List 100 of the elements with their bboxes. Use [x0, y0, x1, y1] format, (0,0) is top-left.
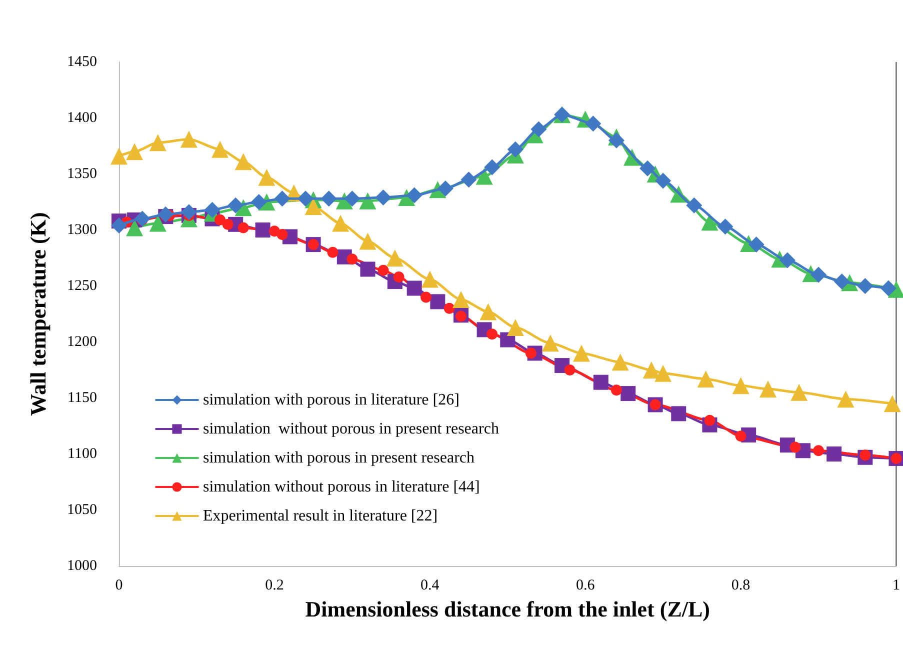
point: [826, 446, 842, 462]
point: [180, 130, 198, 148]
point: [304, 198, 322, 215]
point: [344, 190, 360, 207]
point: [421, 270, 438, 288]
point: [111, 218, 127, 234]
point: [238, 222, 249, 234]
y-tick-label: 1350: [67, 166, 97, 182]
point: [298, 190, 314, 207]
legend-label: simulation with porous in present research: [203, 450, 474, 466]
point: [460, 172, 477, 188]
point: [542, 334, 559, 352]
legend-label: simulation without porous in present research: [203, 420, 499, 438]
point: [610, 384, 622, 396]
point: [452, 290, 470, 308]
point: [360, 262, 376, 277]
point: [697, 370, 714, 388]
x-tick-label: 0.8: [731, 578, 750, 594]
point: [222, 218, 234, 230]
point: [837, 390, 854, 408]
point: [654, 364, 672, 382]
point: [686, 197, 702, 214]
x-tick-label: 0: [115, 578, 123, 594]
point: [406, 280, 422, 296]
point: [671, 406, 686, 422]
point: [375, 190, 392, 206]
y-tick-label: 1100: [68, 446, 97, 462]
point: [476, 168, 493, 185]
y-tick-label: 1400: [67, 110, 97, 126]
point: [386, 250, 404, 266]
point: [126, 219, 144, 236]
point: [620, 386, 636, 402]
point: [585, 116, 602, 132]
point: [332, 214, 350, 232]
x-tick-label: 0.2: [265, 578, 284, 594]
point: [834, 274, 850, 290]
point: [234, 153, 252, 170]
point: [760, 380, 777, 398]
point: [327, 246, 338, 258]
point: [608, 132, 624, 148]
point: [420, 292, 432, 303]
point: [126, 143, 144, 160]
point: [484, 159, 500, 176]
point: [810, 266, 827, 283]
x-tick-label: 1: [892, 578, 900, 594]
point: [204, 202, 220, 218]
point: [149, 134, 166, 152]
legend-label: Experimental result in literature [22]: [203, 508, 438, 524]
y-axis-title: Wall temperature (K): [26, 212, 50, 416]
point: [258, 168, 276, 186]
point: [735, 430, 746, 442]
point: [359, 232, 376, 250]
point: [110, 148, 128, 165]
point: [884, 395, 901, 412]
point: [480, 303, 497, 320]
point: [640, 160, 656, 176]
x-tick-label: 0.6: [576, 578, 596, 594]
point: [276, 228, 288, 240]
point: [507, 141, 524, 158]
point: [779, 252, 796, 268]
point: [149, 214, 166, 232]
point: [346, 254, 358, 265]
point: [486, 328, 498, 340]
point: [593, 374, 608, 390]
y-tick-label: 1450: [67, 54, 97, 70]
point: [406, 187, 422, 204]
y-tick-label: 1250: [67, 278, 97, 294]
y-tick-label: 1050: [67, 502, 97, 518]
point: [813, 445, 824, 456]
y-tick-label: 1000: [67, 558, 97, 574]
x-tick-label: 0.4: [420, 578, 440, 594]
y-tick-label: 1150: [68, 390, 97, 406]
point: [250, 194, 267, 210]
point: [655, 172, 672, 189]
legend-label: simulation with porous in literature [26]: [203, 392, 460, 408]
x-axis-title: Dimensionless distance from the inlet (Z/L): [305, 596, 710, 622]
point: [790, 384, 808, 401]
point: [134, 210, 150, 227]
point: [437, 180, 454, 197]
point: [732, 377, 750, 394]
point: [612, 354, 629, 371]
point: [359, 192, 376, 210]
point: [642, 362, 660, 378]
point: [790, 442, 801, 453]
point: [701, 214, 718, 231]
legend-label: simulation without porous in literature [44]: [203, 478, 480, 496]
point: [880, 280, 896, 296]
point: [430, 294, 446, 310]
point: [214, 214, 226, 226]
point: [717, 218, 734, 235]
point: [158, 206, 174, 222]
point: [378, 264, 389, 276]
point: [857, 278, 874, 294]
point: [180, 204, 197, 220]
y-tick-label: 1300: [67, 222, 97, 238]
point: [274, 190, 290, 207]
point: [506, 318, 524, 336]
y-tick-label: 1200: [67, 334, 97, 350]
point: [530, 121, 547, 138]
point: [444, 302, 455, 314]
